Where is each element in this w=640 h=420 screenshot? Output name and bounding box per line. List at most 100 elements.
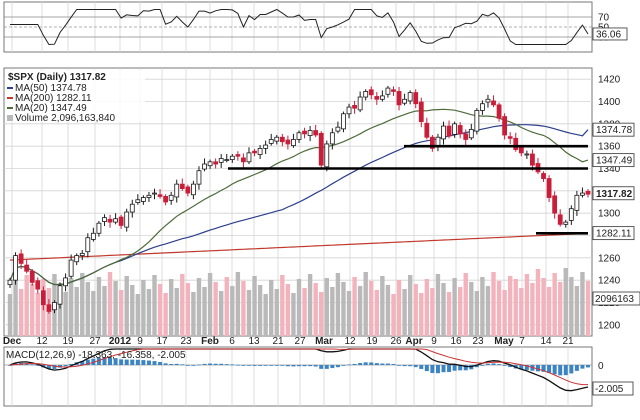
volume-bar (57, 283, 63, 336)
x-axis-label: 27 (294, 336, 306, 347)
volume-bar (80, 273, 85, 336)
macd-histogram-bar (113, 358, 118, 365)
macd-histogram-bar (69, 363, 74, 365)
candle-body (552, 195, 558, 214)
candle-body (363, 91, 369, 98)
price-tick-label: 1420 (598, 75, 621, 86)
macd-histogram-bar (474, 365, 479, 368)
macd-histogram-bar (108, 357, 113, 365)
volume-bar (496, 281, 502, 336)
x-axis-label: 9 (431, 336, 437, 347)
volume-bar (541, 278, 546, 336)
volume-bar (485, 286, 491, 336)
volume-bar (530, 283, 535, 336)
legend-volume: Volume 2,096,163,840 (15, 113, 116, 124)
volume-bar (85, 282, 91, 336)
volume-bar (580, 272, 585, 336)
x-axis-label: 12 (36, 336, 48, 347)
price-badge (592, 186, 635, 201)
candle-body (241, 157, 246, 163)
macd-histogram-bar (208, 363, 213, 365)
volume-bar (207, 273, 213, 336)
candle-body (407, 92, 413, 102)
candle-body (424, 122, 430, 138)
volume-bar (107, 272, 113, 336)
candle-body (274, 136, 280, 142)
volume-bar (352, 277, 357, 336)
candle-body (113, 218, 118, 223)
candle-body (563, 221, 569, 225)
candle-body (174, 183, 180, 198)
price-badge-label: 1282.11 (596, 229, 632, 240)
volume-bar (419, 293, 424, 336)
volume-bar (380, 276, 385, 336)
macd-histogram-bar (135, 359, 140, 365)
volume-bar (346, 291, 352, 336)
volume-bar (157, 284, 163, 336)
volume-bar (263, 294, 268, 336)
volume-bar (474, 291, 480, 336)
volume-bar (463, 273, 468, 336)
candle-body (368, 89, 374, 96)
x-axis-label: 27 (89, 336, 101, 347)
macd-histogram-bar (524, 365, 529, 370)
volume-bar (180, 274, 185, 336)
x-axis-label: 13 (248, 336, 260, 347)
volume-bar (324, 278, 329, 336)
macd-histogram-bar (435, 365, 440, 374)
candle-body (107, 218, 113, 223)
candle-body (502, 116, 508, 136)
macd-histogram-bar (319, 365, 324, 369)
candle-body (18, 253, 24, 264)
volume-bar (519, 288, 524, 336)
macd-histogram-bar (308, 365, 313, 367)
macd-histogram-bar (558, 365, 563, 376)
price-tick-label: 1260 (598, 253, 621, 264)
macd-histogram-bar (441, 365, 446, 373)
macd-value-label: -2.005 (595, 384, 624, 395)
candle-body (507, 136, 513, 139)
candle-body (102, 217, 107, 222)
price-badge-label: 1374.78 (596, 125, 633, 136)
candle-body (352, 105, 357, 109)
volume-bar (535, 269, 541, 336)
macd-histogram-bar (580, 365, 585, 369)
volume-bar (330, 287, 335, 336)
volume-bar (102, 286, 107, 336)
candle-body (513, 137, 519, 150)
macd-histogram-bar (163, 363, 168, 365)
volume-bar (13, 280, 18, 336)
candle-body (585, 190, 591, 195)
candle-body (463, 133, 469, 140)
macd-panel (3, 346, 593, 407)
candle-body (341, 113, 346, 130)
macd-histogram-bar (235, 364, 240, 366)
volume-bar (163, 293, 168, 336)
macd-histogram-bar (458, 365, 463, 371)
macd-histogram-bar (258, 365, 263, 366)
candle-body (224, 159, 230, 161)
candle-body (491, 100, 496, 106)
x-axis-label: 19 (62, 336, 74, 347)
candle-body (318, 132, 324, 166)
macd-histogram-bar (280, 365, 285, 366)
candle-body (329, 132, 335, 145)
macd-signal-line (9, 348, 588, 386)
volume-bar (130, 285, 135, 336)
macd-histogram-bar (191, 365, 196, 366)
candle-body (257, 147, 263, 155)
volume-bar (274, 289, 279, 336)
volume-bar (357, 286, 363, 336)
volume-bar (96, 277, 102, 336)
candle-body (68, 259, 74, 277)
candle-body (179, 183, 185, 189)
legend-backdrop (5, 70, 145, 122)
volume-bar (235, 272, 241, 336)
symbol-title: $SPX (Daily) 1317.82 (8, 72, 106, 83)
x-axis-label: 21 (562, 336, 574, 347)
macd-histogram-bar (285, 365, 290, 367)
macd-histogram-bar (413, 365, 418, 368)
volume-bar (307, 274, 313, 336)
volume-bar (218, 291, 224, 336)
